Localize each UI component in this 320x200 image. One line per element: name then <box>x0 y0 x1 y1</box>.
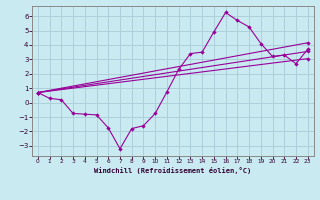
X-axis label: Windchill (Refroidissement éolien,°C): Windchill (Refroidissement éolien,°C) <box>94 167 252 174</box>
